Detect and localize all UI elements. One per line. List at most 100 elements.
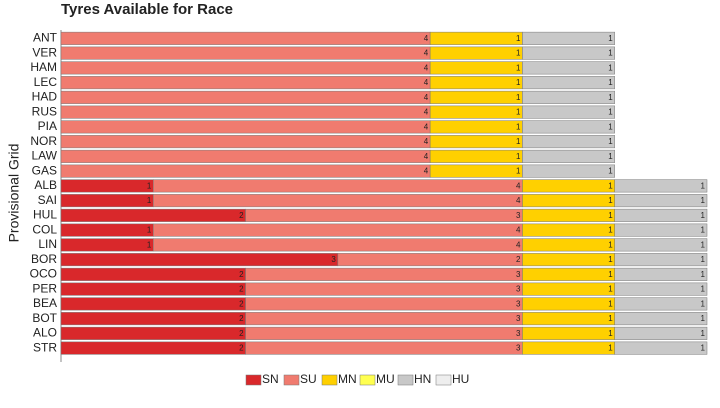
y-tick-label: ANT: [33, 31, 58, 45]
value-label: 1: [701, 285, 706, 294]
legend-swatch: [283, 374, 300, 386]
y-tick-label: HAD: [32, 90, 58, 104]
bar-segment: [429, 31, 523, 45]
value-label: 1: [608, 299, 613, 308]
chart-title: Tyres Available for Race: [61, 1, 233, 18]
value-label: 4: [424, 108, 429, 117]
value-label: 1: [608, 255, 613, 264]
bar-segment: [429, 120, 523, 134]
value-label: 1: [608, 344, 613, 353]
value-label: 1: [516, 63, 521, 72]
bar-segment: [60, 179, 154, 193]
bar-segment: [522, 297, 615, 311]
y-tick-label: GAS: [32, 163, 57, 177]
value-label: 1: [701, 329, 706, 338]
bar-segment: [522, 164, 615, 178]
bar-segment: [60, 326, 246, 340]
bar-segment: [60, 238, 154, 252]
bar-segment: [522, 61, 615, 75]
bar-segment: [522, 46, 615, 60]
bar-segment: [614, 223, 708, 237]
value-label: 4: [424, 78, 429, 87]
bar-segment: [60, 164, 431, 178]
bar-segment: [60, 282, 246, 296]
value-label: 4: [424, 152, 429, 161]
value-label: 2: [239, 299, 244, 308]
value-label: 4: [424, 137, 429, 146]
bar-segment: [60, 267, 246, 281]
y-tick-label: HAM: [30, 60, 57, 74]
bar-segment: [60, 253, 339, 267]
bar-segment: [614, 297, 708, 311]
legend-swatch: [359, 374, 376, 386]
y-tick-label: RUS: [32, 104, 57, 118]
bar-segment: [60, 120, 431, 134]
value-label: 2: [239, 344, 244, 353]
value-label: 1: [701, 211, 706, 220]
bar-segment: [429, 149, 523, 163]
y-tick-label: ALO: [33, 326, 57, 340]
bar-segment: [522, 135, 615, 149]
y-tick-label: LEC: [34, 75, 58, 89]
value-label: 2: [516, 255, 521, 264]
value-label: 3: [516, 314, 521, 323]
value-label: 1: [608, 93, 613, 102]
bar-segment: [522, 120, 615, 134]
y-tick-label: LIN: [38, 237, 57, 251]
y-tick-label: ALB: [34, 178, 57, 192]
bar-segment: [614, 194, 708, 208]
bar-segment: [60, 194, 154, 208]
value-label: 4: [424, 167, 429, 176]
value-label: 4: [516, 240, 521, 249]
value-label: 1: [701, 314, 706, 323]
y-tick-label: STR: [33, 340, 57, 354]
value-label: 2: [239, 329, 244, 338]
value-label: 1: [516, 108, 521, 117]
bar-segment: [245, 282, 523, 296]
value-label: 3: [516, 329, 521, 338]
y-tick-label: NOR: [30, 134, 57, 148]
bar-segment: [245, 326, 523, 340]
bar-segment: [614, 341, 708, 355]
value-label: 1: [608, 181, 613, 190]
bar-segment: [153, 194, 523, 208]
value-label: 1: [147, 226, 152, 235]
value-label: 1: [701, 270, 706, 279]
value-label: 1: [701, 299, 706, 308]
bar-segment: [614, 282, 708, 296]
bar-segment: [60, 61, 431, 75]
legend-swatch: [397, 374, 414, 386]
y-tick-label: BEA: [33, 296, 57, 310]
legend-swatch: [245, 374, 262, 386]
value-label: 1: [701, 344, 706, 353]
legend-label: MN: [338, 372, 357, 386]
legend-label: SN: [262, 372, 279, 386]
bar-segment: [614, 253, 708, 267]
value-label: 1: [516, 152, 521, 161]
bar-segment: [429, 105, 523, 119]
bar-segment: [522, 149, 615, 163]
bar-segment: [60, 46, 431, 60]
value-label: 1: [608, 270, 613, 279]
bar-segment: [60, 341, 246, 355]
bar-segment: [429, 135, 523, 149]
bar-segment: [153, 179, 523, 193]
bar-segment: [60, 223, 154, 237]
value-label: 1: [608, 285, 613, 294]
value-label: 2: [239, 285, 244, 294]
value-label: 3: [516, 211, 521, 220]
bar-segment: [614, 179, 708, 193]
value-label: 1: [147, 181, 152, 190]
y-tick-label: BOT: [32, 311, 57, 325]
y-tick-label: COL: [32, 222, 57, 236]
bar-segment: [429, 90, 523, 104]
value-label: 1: [608, 196, 613, 205]
bar-segment: [245, 267, 523, 281]
value-label: 1: [147, 240, 152, 249]
value-label: 1: [516, 122, 521, 131]
value-label: 1: [608, 34, 613, 43]
value-label: 1: [516, 93, 521, 102]
bar-segment: [60, 90, 431, 104]
bar-segment: [522, 267, 615, 281]
